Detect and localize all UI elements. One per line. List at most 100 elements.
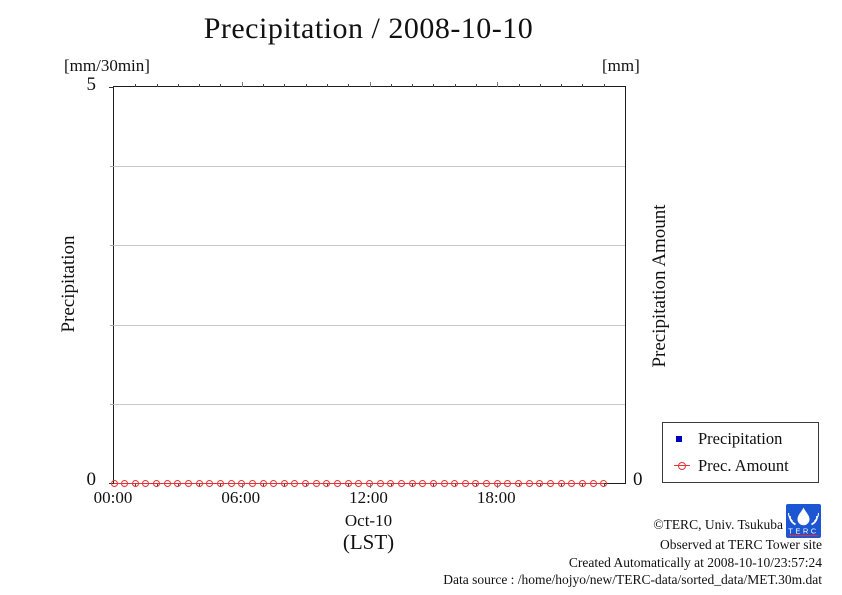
prec-amount-point [174,480,182,487]
prec-amount-point [259,480,267,487]
footer-copyright: ©TERC, Univ. Tsukuba [653,517,783,532]
x-axis-tick-top [539,84,541,87]
prec-amount-point [387,480,395,487]
prec-amount-point [153,480,161,487]
prec-amount-point [238,480,246,487]
prec-amount-point [195,480,203,487]
x-axis-tick-top [582,84,584,87]
right-axis-unit: [mm] [602,56,640,75]
x-axis-tick-top [497,82,499,87]
prec-amount-point [280,480,288,487]
x-tick-label-0600: 06:00 [221,488,261,507]
x-axis-tick-top [305,84,307,87]
x-axis-tick-top [156,84,158,87]
prec-amount-point [142,480,150,487]
footer-observed: Observed at TERC Tower site [659,537,822,552]
prec-amount-point [483,480,491,487]
prec-amount-point [163,480,171,487]
prec-amount-point [589,480,597,487]
prec-amount-point [206,480,214,487]
prec-amount-point [216,480,224,487]
prec-amount-point [270,480,278,487]
prec-amount-point [248,480,256,487]
x-axis-tick-top [177,84,179,87]
legend-item-prec-amount: Prec. Amount [663,456,818,476]
x-tick-label-0000: 00:00 [93,488,133,507]
prec-amount-point [578,480,586,487]
x-axis-tick-top [284,84,286,87]
prec-amount-point [323,480,331,487]
x-axis-tick-top [518,84,520,87]
x-axis-tick-top [561,84,563,87]
prec-amount-point [429,480,437,487]
prec-amount-point [600,480,608,487]
x-axis-tick-top [199,84,201,87]
left-axis-minortick [110,245,114,247]
prec-amount-point [366,480,373,487]
prec-amount-point [227,480,235,487]
prec-amount-point [546,480,554,487]
legend-item-precipitation: Precipitation [663,429,818,449]
legend-label: Precipitation [698,429,783,449]
footer-datasource: Data source : /home/hojyo/new/TERC-data/… [443,572,822,587]
x-axis-timezone-label: (LST) [342,530,395,554]
legend-label: Prec. Amount [698,455,789,475]
x-tick-label-1200: 12:00 [349,488,388,507]
prec-amount-point [376,480,384,487]
terc-logo-text: TERC [788,527,818,536]
prec-amount-point [302,480,310,487]
prec-amount-point [291,480,299,487]
prec-amount-point [493,480,501,487]
x-axis-tick-top [263,84,265,87]
prec-amount-point [472,480,480,487]
x-axis-tick-top [241,82,243,87]
prec-amount-point [536,480,544,487]
legend-box: Precipitation Prec. Amount [662,422,819,483]
red-circle-marker-icon [674,460,692,472]
x-axis-tick-top [326,84,328,87]
x-axis-tick-top [348,84,350,87]
prec-amount-point [525,480,533,487]
prec-amount-point [355,480,363,487]
prec-amount-point [408,480,416,487]
prec-amount-point [185,480,193,487]
prec-amount-point [568,480,576,487]
prec-amount-point [461,480,469,487]
x-axis-tick-top [412,84,414,87]
x-axis-tick-labels: 00:00 06:00 12:00 18:00 [94,488,624,508]
prec-amount-point [344,480,352,487]
right-axis-title: Precipitation Amount [649,204,670,368]
prec-amount-point [440,480,448,487]
blue-square-marker-icon [674,433,692,445]
terc-logo: TERC [786,504,821,538]
x-axis-tick-top [475,84,477,87]
chart-title: Precipitation / 2008-10-10 [203,12,534,45]
x-axis-tick-top [433,84,435,87]
left-axis-tick-5: 5 [86,74,97,95]
plot-area [109,82,626,488]
x-axis-tick-top [220,84,222,87]
footer-created: Created Automatically at 2008-10-10/23:5… [568,555,822,570]
prec-amount-point [131,480,139,487]
left-axis-unit: [mm/30min] [64,56,150,75]
left-axis-minortick [110,403,114,405]
gridline-y3 [114,245,625,247]
prec-amount-point [110,480,118,487]
left-axis-majortick [109,87,114,88]
x-axis-tick-top [135,84,137,87]
right-axis-tick-0: 0 [633,469,643,490]
x-tick-label-1800: 18:00 [476,488,516,507]
prec-amount-point [557,480,565,487]
prec-amount-point [334,480,342,487]
x-axis-tick-top [603,84,605,87]
x-axis-tick-top [369,82,371,87]
prec-amount-point [419,480,427,487]
x-axis-tick-top [390,84,392,87]
x-axis-tick-top [454,84,456,87]
prec-amount-point [504,480,512,487]
prec-amount-point [397,480,405,487]
left-axis-title: Precipitation [58,235,79,333]
left-axis-tick-0: 0 [86,469,97,490]
prec-amount-point [451,480,459,487]
